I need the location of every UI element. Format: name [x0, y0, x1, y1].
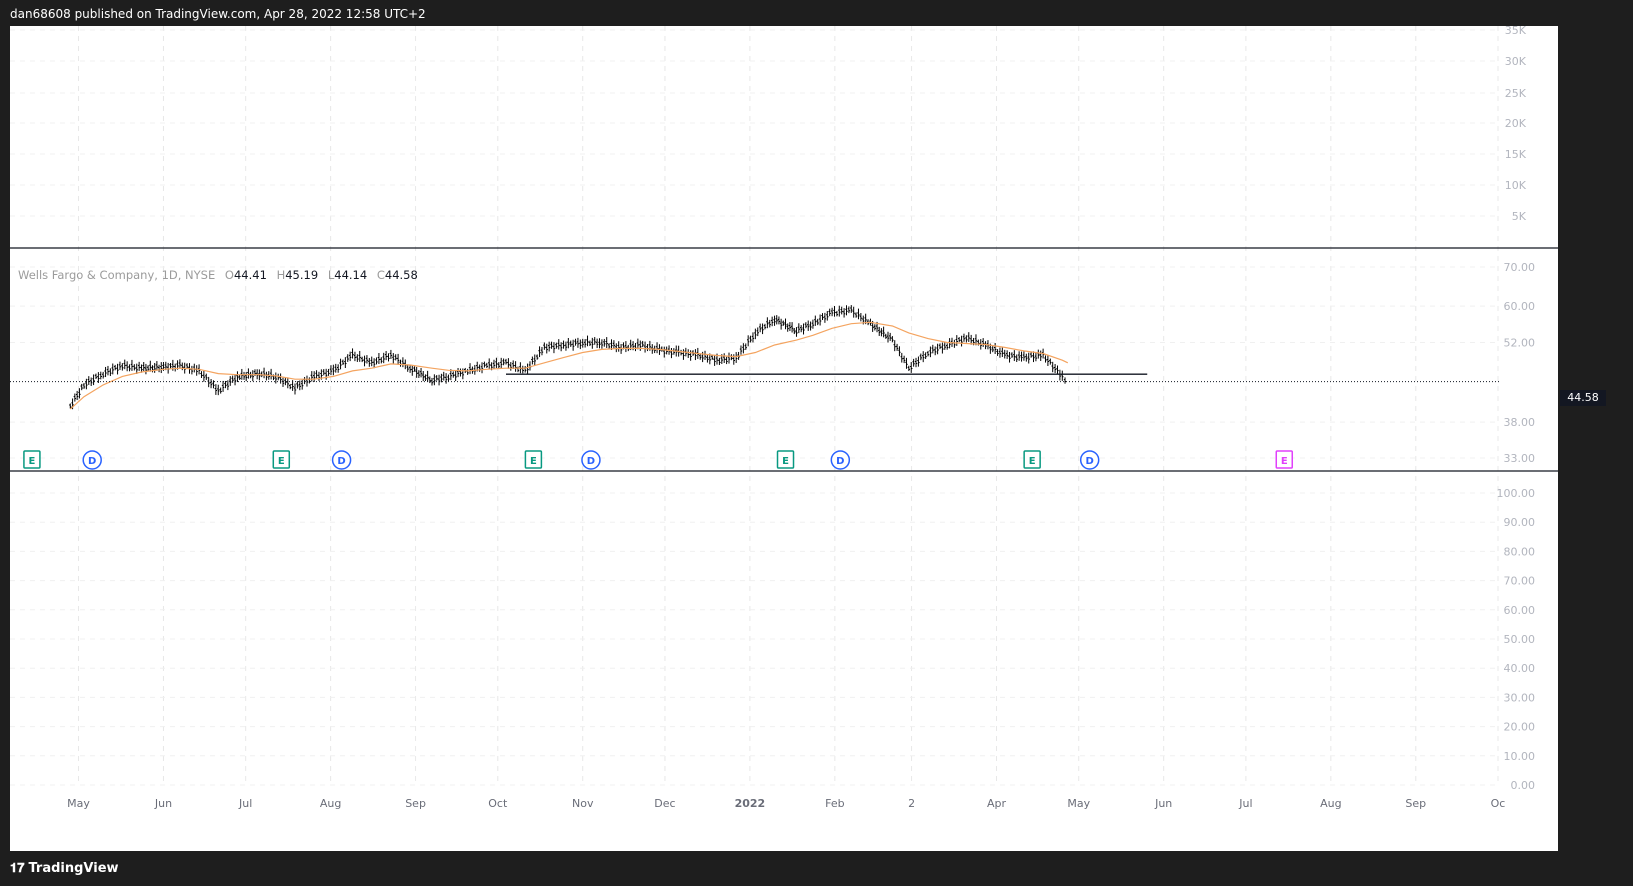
last-price-tag: 44.58 [1560, 390, 1606, 406]
legend-symbol: Wells Fargo & Company, 1D, NYSE [18, 268, 216, 282]
indicator-axis-tick: 40.00 [1504, 662, 1536, 675]
x-axis-tick: Nov [572, 797, 594, 810]
indicator-axis-tick: 50.00 [1504, 633, 1536, 646]
indicator-axis-tick: 0.00 [1511, 779, 1536, 792]
legend-close-label: C [376, 268, 385, 282]
indicator-axis-tick: 100.00 [1497, 487, 1536, 500]
x-axis-tick: 2 [908, 797, 915, 810]
x-axis-tick: Jun [1154, 797, 1172, 810]
legend-close-value: 44.58 [384, 268, 418, 282]
publisher-caption: dan68608 published on TradingView.com, A… [10, 7, 426, 21]
dividend-marker [1079, 450, 1100, 470]
earnings-marker [23, 450, 41, 469]
x-axis-tick: Apr [987, 797, 1007, 810]
x-axis-tick: Jul [238, 797, 252, 810]
x-axis-tick: Sep [1405, 797, 1426, 810]
earnings-marker-label: E [278, 456, 285, 467]
indicator-axis-tick: 80.00 [1504, 545, 1536, 558]
tradingview-logo-icon: 𝟏𝟕 [10, 861, 25, 876]
indicator-axis-tick: 90.00 [1504, 516, 1536, 529]
dividend-marker-label: D [337, 456, 345, 467]
tradingview-footer[interactable]: 𝟏𝟕 TradingView [10, 861, 119, 876]
x-axis-tick: Jun [154, 797, 172, 810]
legend-low-value: 44.14 [334, 268, 368, 282]
volume-axis-tick: 30K [1505, 55, 1527, 68]
chart-frame[interactable]: 35K 30K 25K 20K 15K 10K 5K 70.00 60.00 52.00 38.00… [10, 26, 1558, 851]
dividend-marker [581, 450, 601, 470]
price-axis-tick: 52.00 [1504, 336, 1536, 349]
volume-axis-tick: 5K [1512, 210, 1527, 223]
x-axis-tick: Aug [1320, 797, 1341, 810]
x-axis-tick: 2022 [735, 797, 766, 810]
dividend-marker-label: D [836, 456, 844, 467]
dividend-marker-label: D [1086, 456, 1094, 467]
earnings-marker-label: E [530, 456, 537, 467]
indicator-axis-tick: 10.00 [1504, 750, 1536, 763]
symbol-legend: Wells Fargo & Company, 1D, NYSE O44.41 H… [18, 268, 418, 282]
price-axis-tick: 60.00 [1504, 300, 1536, 313]
indicator-axis-tick: 60.00 [1504, 604, 1536, 617]
x-axis-tick: May [67, 797, 90, 810]
dividend-marker [830, 450, 851, 470]
indicator-axis-tick: 30.00 [1504, 691, 1536, 704]
price-axis-tick: 70.00 [1504, 261, 1536, 274]
moving-average-line [69, 321, 1069, 410]
footer-brand: TradingView [28, 861, 119, 876]
legend-open-label: O [224, 268, 234, 282]
price-axis-tick: 33.00 [1504, 452, 1536, 465]
dividend-marker [82, 450, 102, 470]
earnings-marker-label: E [29, 456, 36, 467]
volume-axis-tick: 35K [1505, 26, 1527, 37]
earnings-marker [1023, 450, 1041, 469]
x-axis-tick: May [1067, 797, 1090, 810]
legend-high-value: 45.19 [285, 268, 319, 282]
earnings-marker-label: E [782, 456, 789, 467]
earnings-marker [1275, 450, 1294, 469]
x-axis-tick: Feb [825, 797, 844, 810]
earnings-marker [776, 450, 795, 469]
legend-low-label: L [327, 268, 335, 282]
dividend-marker-label: D [587, 456, 595, 467]
earnings-marker [272, 450, 291, 469]
x-axis-tick: Oct [488, 797, 508, 810]
dividend-marker-label: D [88, 456, 96, 467]
earnings-marker-label: E [1281, 456, 1288, 467]
x-axis-tick: Dec [654, 797, 675, 810]
earnings-marker [524, 450, 543, 469]
earnings-marker-label: E [1029, 456, 1036, 467]
volume-axis-tick: 25K [1505, 87, 1527, 100]
legend-high-label: H [276, 268, 286, 282]
volume-axis-tick: 10K [1505, 179, 1527, 192]
x-axis-tick: Oc [1491, 797, 1506, 810]
indicator-axis-tick: 20.00 [1504, 721, 1536, 734]
chart-canvas[interactable]: 35K 30K 25K 20K 15K 10K 5K 70.00 60.00 52.00 38.00… [10, 26, 1558, 851]
indicator-axis-tick: 70.00 [1504, 575, 1536, 588]
x-axis-tick: Aug [320, 797, 341, 810]
dividend-marker [331, 450, 352, 470]
volume-axis-tick: 15K [1505, 148, 1527, 161]
x-axis-tick: Sep [405, 797, 426, 810]
volume-axis-tick: 20K [1505, 117, 1527, 130]
legend-open-value: 44.41 [233, 268, 267, 282]
price-axis-tick: 38.00 [1504, 416, 1536, 429]
x-axis-tick: Jul [1238, 797, 1252, 810]
